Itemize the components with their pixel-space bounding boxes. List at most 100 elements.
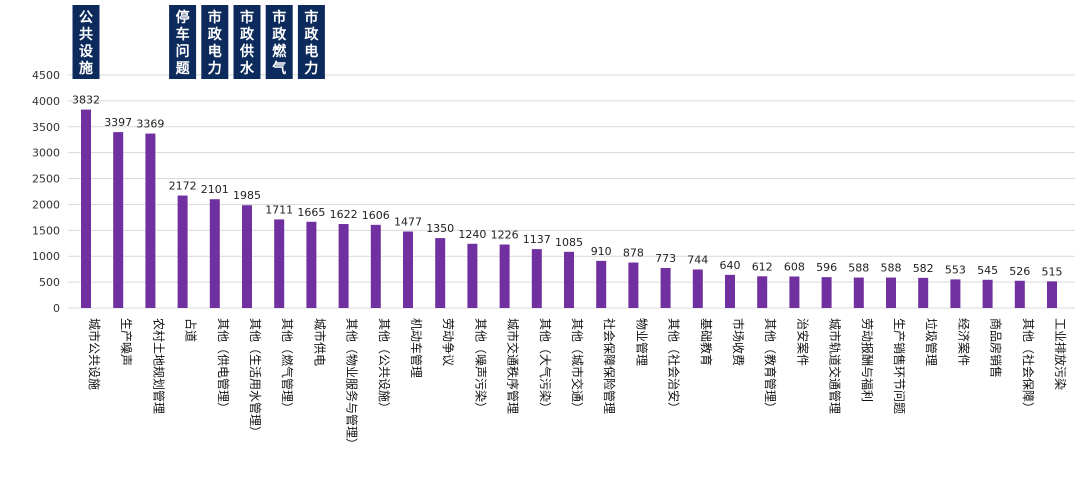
bar	[403, 231, 413, 308]
bar	[435, 238, 446, 308]
category-label: 生产噪声	[119, 318, 133, 366]
category-label: 生产销售环节问题	[892, 318, 907, 414]
category-label: 垃圾管理	[924, 318, 939, 366]
data-label: 1350	[426, 222, 454, 235]
data-label: 553	[945, 263, 966, 276]
category-label: 其他（社会保障）	[1021, 318, 1036, 414]
bar	[531, 249, 542, 308]
y-tick-label: 1500	[32, 224, 60, 237]
bar	[564, 251, 574, 308]
category-label: 治安案件	[795, 318, 810, 366]
category-label: 物业管理	[634, 318, 649, 366]
bar	[242, 205, 252, 308]
data-label: 545	[977, 264, 998, 277]
category-label: 经济案件	[956, 318, 971, 366]
bar	[81, 109, 91, 308]
category-label: 占道	[184, 318, 199, 342]
bar	[145, 133, 156, 308]
annotation-label: 市政供水	[239, 9, 255, 77]
bar	[1047, 281, 1057, 308]
bar	[821, 277, 832, 308]
data-label: 1711	[265, 203, 293, 216]
annotation-tag: 市政燃气	[265, 5, 293, 79]
data-label: 515	[1042, 265, 1063, 278]
category-label: 其他（生活用水管理）	[248, 318, 263, 438]
bars	[81, 109, 1057, 308]
category-label: 其他（物业服务与管理）	[345, 318, 360, 450]
y-tick-label: 1000	[32, 250, 60, 263]
bar	[757, 276, 768, 308]
category-label: 其他（教育管理）	[763, 318, 778, 414]
data-label: 1665	[297, 206, 325, 219]
data-label: 526	[1009, 265, 1030, 278]
category-label: 市场收费	[731, 318, 746, 366]
data-label: 910	[591, 245, 612, 258]
category-label: 工业排放污染	[1053, 318, 1068, 390]
annotation-box	[72, 5, 100, 79]
category-label: 农村土地规划管理	[151, 318, 166, 414]
category-label: 其他（城市交通）	[570, 318, 585, 414]
y-tick-label: 2500	[32, 173, 60, 186]
category-label: 其他（供电管理）	[216, 318, 231, 414]
data-label: 3369	[136, 118, 164, 131]
category-label: 城市供电	[312, 318, 327, 366]
bar	[1014, 280, 1025, 308]
bar	[886, 277, 896, 308]
y-tick-label: 2000	[32, 198, 60, 211]
data-label: 1085	[555, 236, 583, 249]
data-label: 1606	[362, 209, 390, 222]
annotation-label: 停车问题	[176, 9, 191, 77]
bar	[982, 279, 993, 308]
bar	[628, 262, 639, 308]
data-label: 3832	[72, 94, 100, 107]
bar	[274, 219, 285, 308]
bar	[306, 221, 317, 308]
annotation-label: 公共设施	[79, 10, 94, 77]
annotation-box	[297, 5, 325, 79]
category-label: 其他（大气污染）	[538, 318, 553, 414]
data-label: 640	[720, 259, 741, 272]
data-label: 1477	[394, 216, 422, 229]
y-axis-tick-labels: 0 500 1000 1500 2000 2500 3000 3500 4000 4500	[32, 69, 60, 315]
bar	[725, 274, 735, 308]
category-label: 其他（噪声污染）	[473, 318, 488, 414]
bar	[853, 277, 864, 308]
category-label: 城市轨道交通管理	[828, 318, 843, 414]
bar	[177, 195, 188, 308]
bar	[692, 269, 703, 308]
data-label: 588	[848, 262, 869, 275]
category-label: 其他（公共设施）	[377, 318, 391, 414]
y-tick-label: 0	[53, 302, 60, 315]
y-tick-label: 3500	[32, 121, 60, 134]
data-label: 608	[784, 261, 805, 274]
annotation-tag: 市政供水	[233, 5, 261, 79]
annotation-box	[169, 5, 197, 79]
bar	[660, 267, 671, 308]
data-label: 1985	[233, 189, 261, 202]
data-label: 744	[687, 253, 708, 266]
annotation-tag: 市政电力	[297, 5, 325, 79]
annotation-tag: 公共设施	[72, 5, 100, 79]
data-label: 2101	[201, 183, 229, 196]
grid-layer	[68, 74, 1075, 309]
y-tick-label: 4000	[32, 95, 60, 108]
category-label: 劳动争议	[441, 318, 455, 366]
data-labels: 3832 3397 3369 2172 2101 1985 1711 1665 1622 1606…	[72, 94, 1063, 279]
bar	[113, 132, 124, 308]
annotation-label: 市政燃气	[271, 9, 287, 77]
data-label: 1240	[458, 228, 486, 241]
bar	[596, 260, 607, 308]
annotation-label: 市政电力	[304, 9, 319, 77]
data-label: 582	[913, 262, 934, 275]
category-label: 其他（燃气管理）	[280, 318, 295, 414]
data-label: 1137	[523, 233, 551, 246]
data-label: 878	[623, 247, 644, 260]
data-label: 588	[881, 262, 902, 275]
bar	[467, 243, 478, 308]
data-label: 596	[816, 261, 837, 274]
annotation-tag: 停车问题	[169, 5, 197, 79]
bar	[370, 224, 381, 308]
bar	[499, 244, 510, 308]
